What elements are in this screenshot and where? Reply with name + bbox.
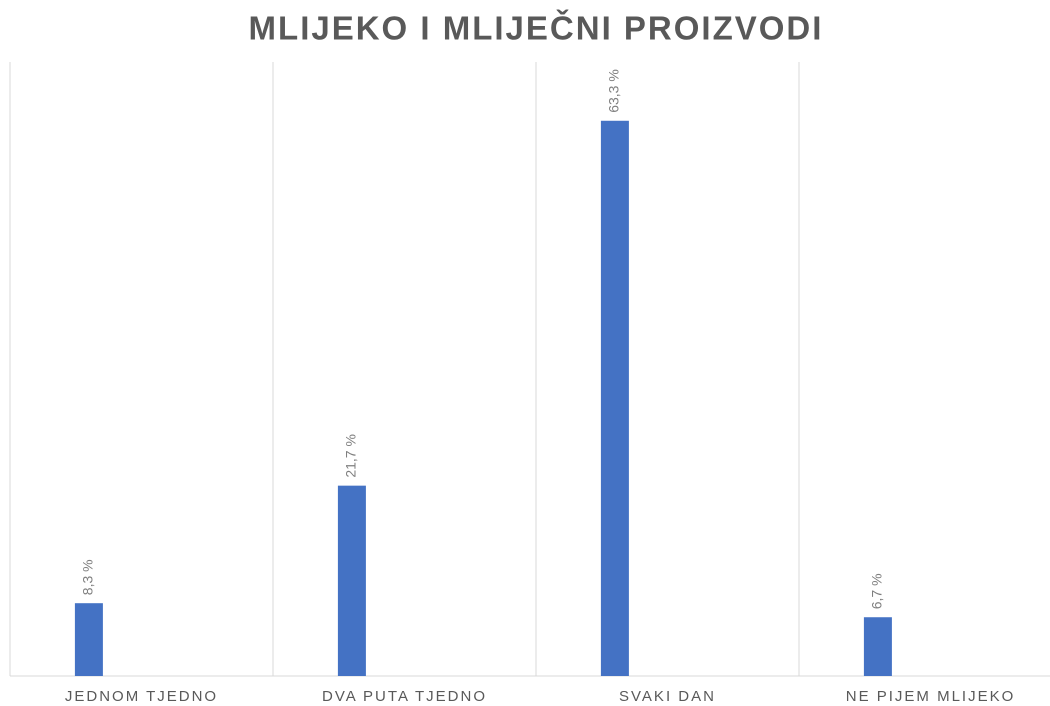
- x-tick-label: DVA PUTA TJEDNO: [322, 688, 487, 705]
- bar: [600, 120, 629, 677]
- data-label: 6,7 %: [869, 573, 885, 609]
- data-label: 21,7 %: [343, 434, 359, 478]
- data-label: 63,3 %: [606, 69, 622, 113]
- bar: [74, 603, 103, 676]
- x-tick-label: NE PIJEM MLIJEKO: [846, 688, 1016, 705]
- chart-title: MLIJEKO I MLIJEČNI PROIZVODI: [249, 9, 824, 47]
- data-label: 8,3 %: [80, 559, 96, 595]
- x-tick-label: SVAKI DAN: [619, 688, 716, 705]
- bar: [863, 617, 892, 676]
- x-tick-label: JEDNOM TJEDNO: [65, 688, 218, 705]
- bar: [337, 485, 366, 676]
